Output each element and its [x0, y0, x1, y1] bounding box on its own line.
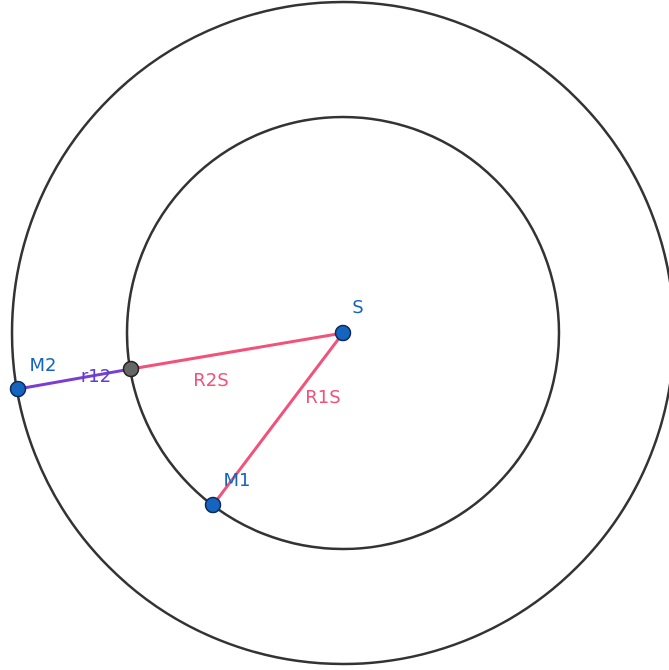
point-s	[334, 324, 352, 342]
inner-circle	[125, 115, 561, 551]
point-label: M1	[224, 470, 251, 491]
segment-label: r12	[81, 366, 111, 387]
segment-r12	[17, 367, 132, 391]
outer-circle	[10, 0, 669, 666]
segment-label: R1S	[305, 387, 340, 408]
point-label: M2	[30, 355, 57, 376]
segment-r1s	[211, 332, 345, 506]
segment-label: R2S	[193, 370, 228, 391]
point-label: S	[352, 297, 363, 318]
segment-r2s	[130, 331, 344, 371]
point-m1	[204, 496, 222, 514]
intersection-point	[122, 360, 140, 378]
point-m2	[9, 380, 27, 398]
